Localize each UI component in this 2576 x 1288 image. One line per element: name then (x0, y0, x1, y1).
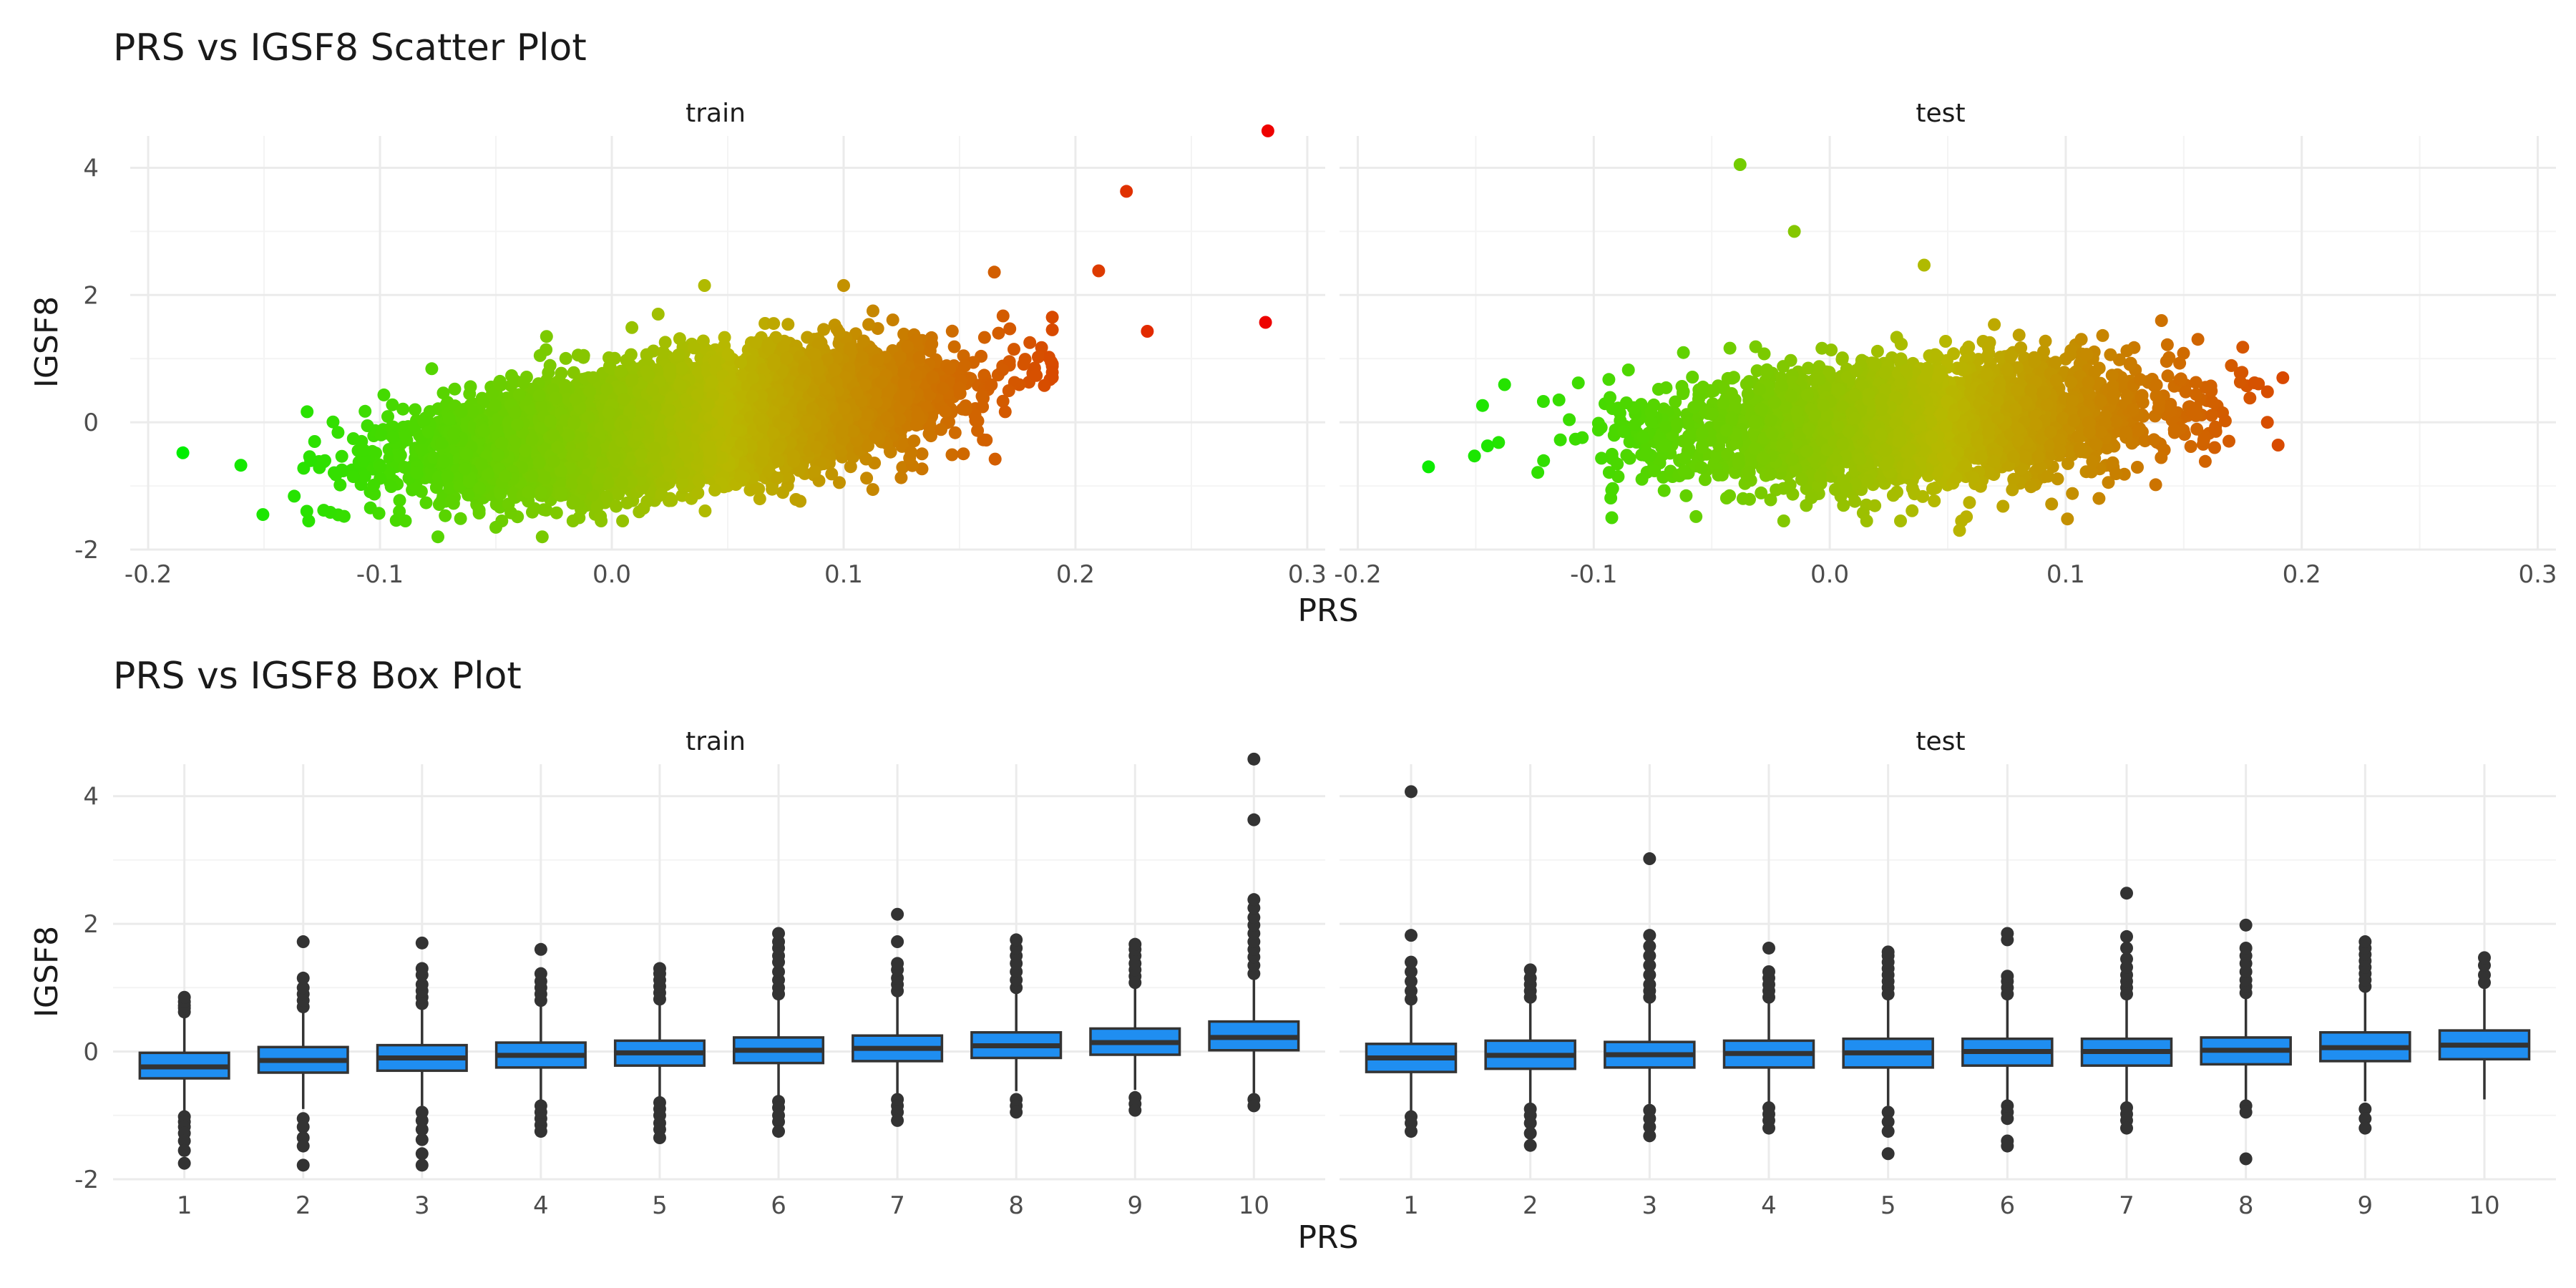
scatter-point (825, 467, 839, 481)
scatter-point (1008, 343, 1020, 356)
scatter-point (489, 497, 503, 511)
scatter-point (1023, 336, 1037, 349)
scatter-point (844, 460, 857, 474)
scatter-point (302, 514, 316, 527)
scatter-point (860, 472, 874, 485)
scatter-point (833, 476, 846, 489)
scatter-point (472, 504, 486, 517)
scatter-point (867, 304, 879, 318)
scatter-plot-title: PRS vs IGSF8 Scatter Plot (113, 26, 587, 69)
scatter-panel-train: train -0.2 -0.1 0.0 0.1 0.2 0.3 (125, 99, 1327, 589)
scatter-point (464, 380, 477, 394)
scatter-point (698, 504, 712, 517)
scatter-point (998, 405, 1012, 419)
scatter-point (256, 508, 270, 522)
scatter-point (335, 449, 348, 463)
scatter-point (866, 483, 879, 497)
scatter-point (384, 480, 398, 493)
scatter-point (1045, 311, 1059, 324)
scatter-point (996, 394, 1010, 408)
scatter-point (658, 336, 672, 349)
scatter-point (288, 489, 301, 503)
scatter-point (331, 426, 345, 439)
scatter-point (372, 507, 386, 520)
scatter-point (718, 331, 731, 344)
scatter-point (886, 313, 899, 327)
scatter-strip-train: train (686, 99, 746, 128)
scatter-point (616, 514, 630, 527)
scatter-point (448, 382, 462, 396)
scatter-point (945, 448, 959, 462)
scatter-point (301, 405, 314, 419)
scatter-point (543, 358, 557, 372)
scatter-point (234, 459, 248, 472)
scatter-point (439, 509, 452, 522)
scatter-point (915, 462, 929, 476)
scatter-point (393, 494, 406, 507)
scatter-point (393, 504, 406, 518)
